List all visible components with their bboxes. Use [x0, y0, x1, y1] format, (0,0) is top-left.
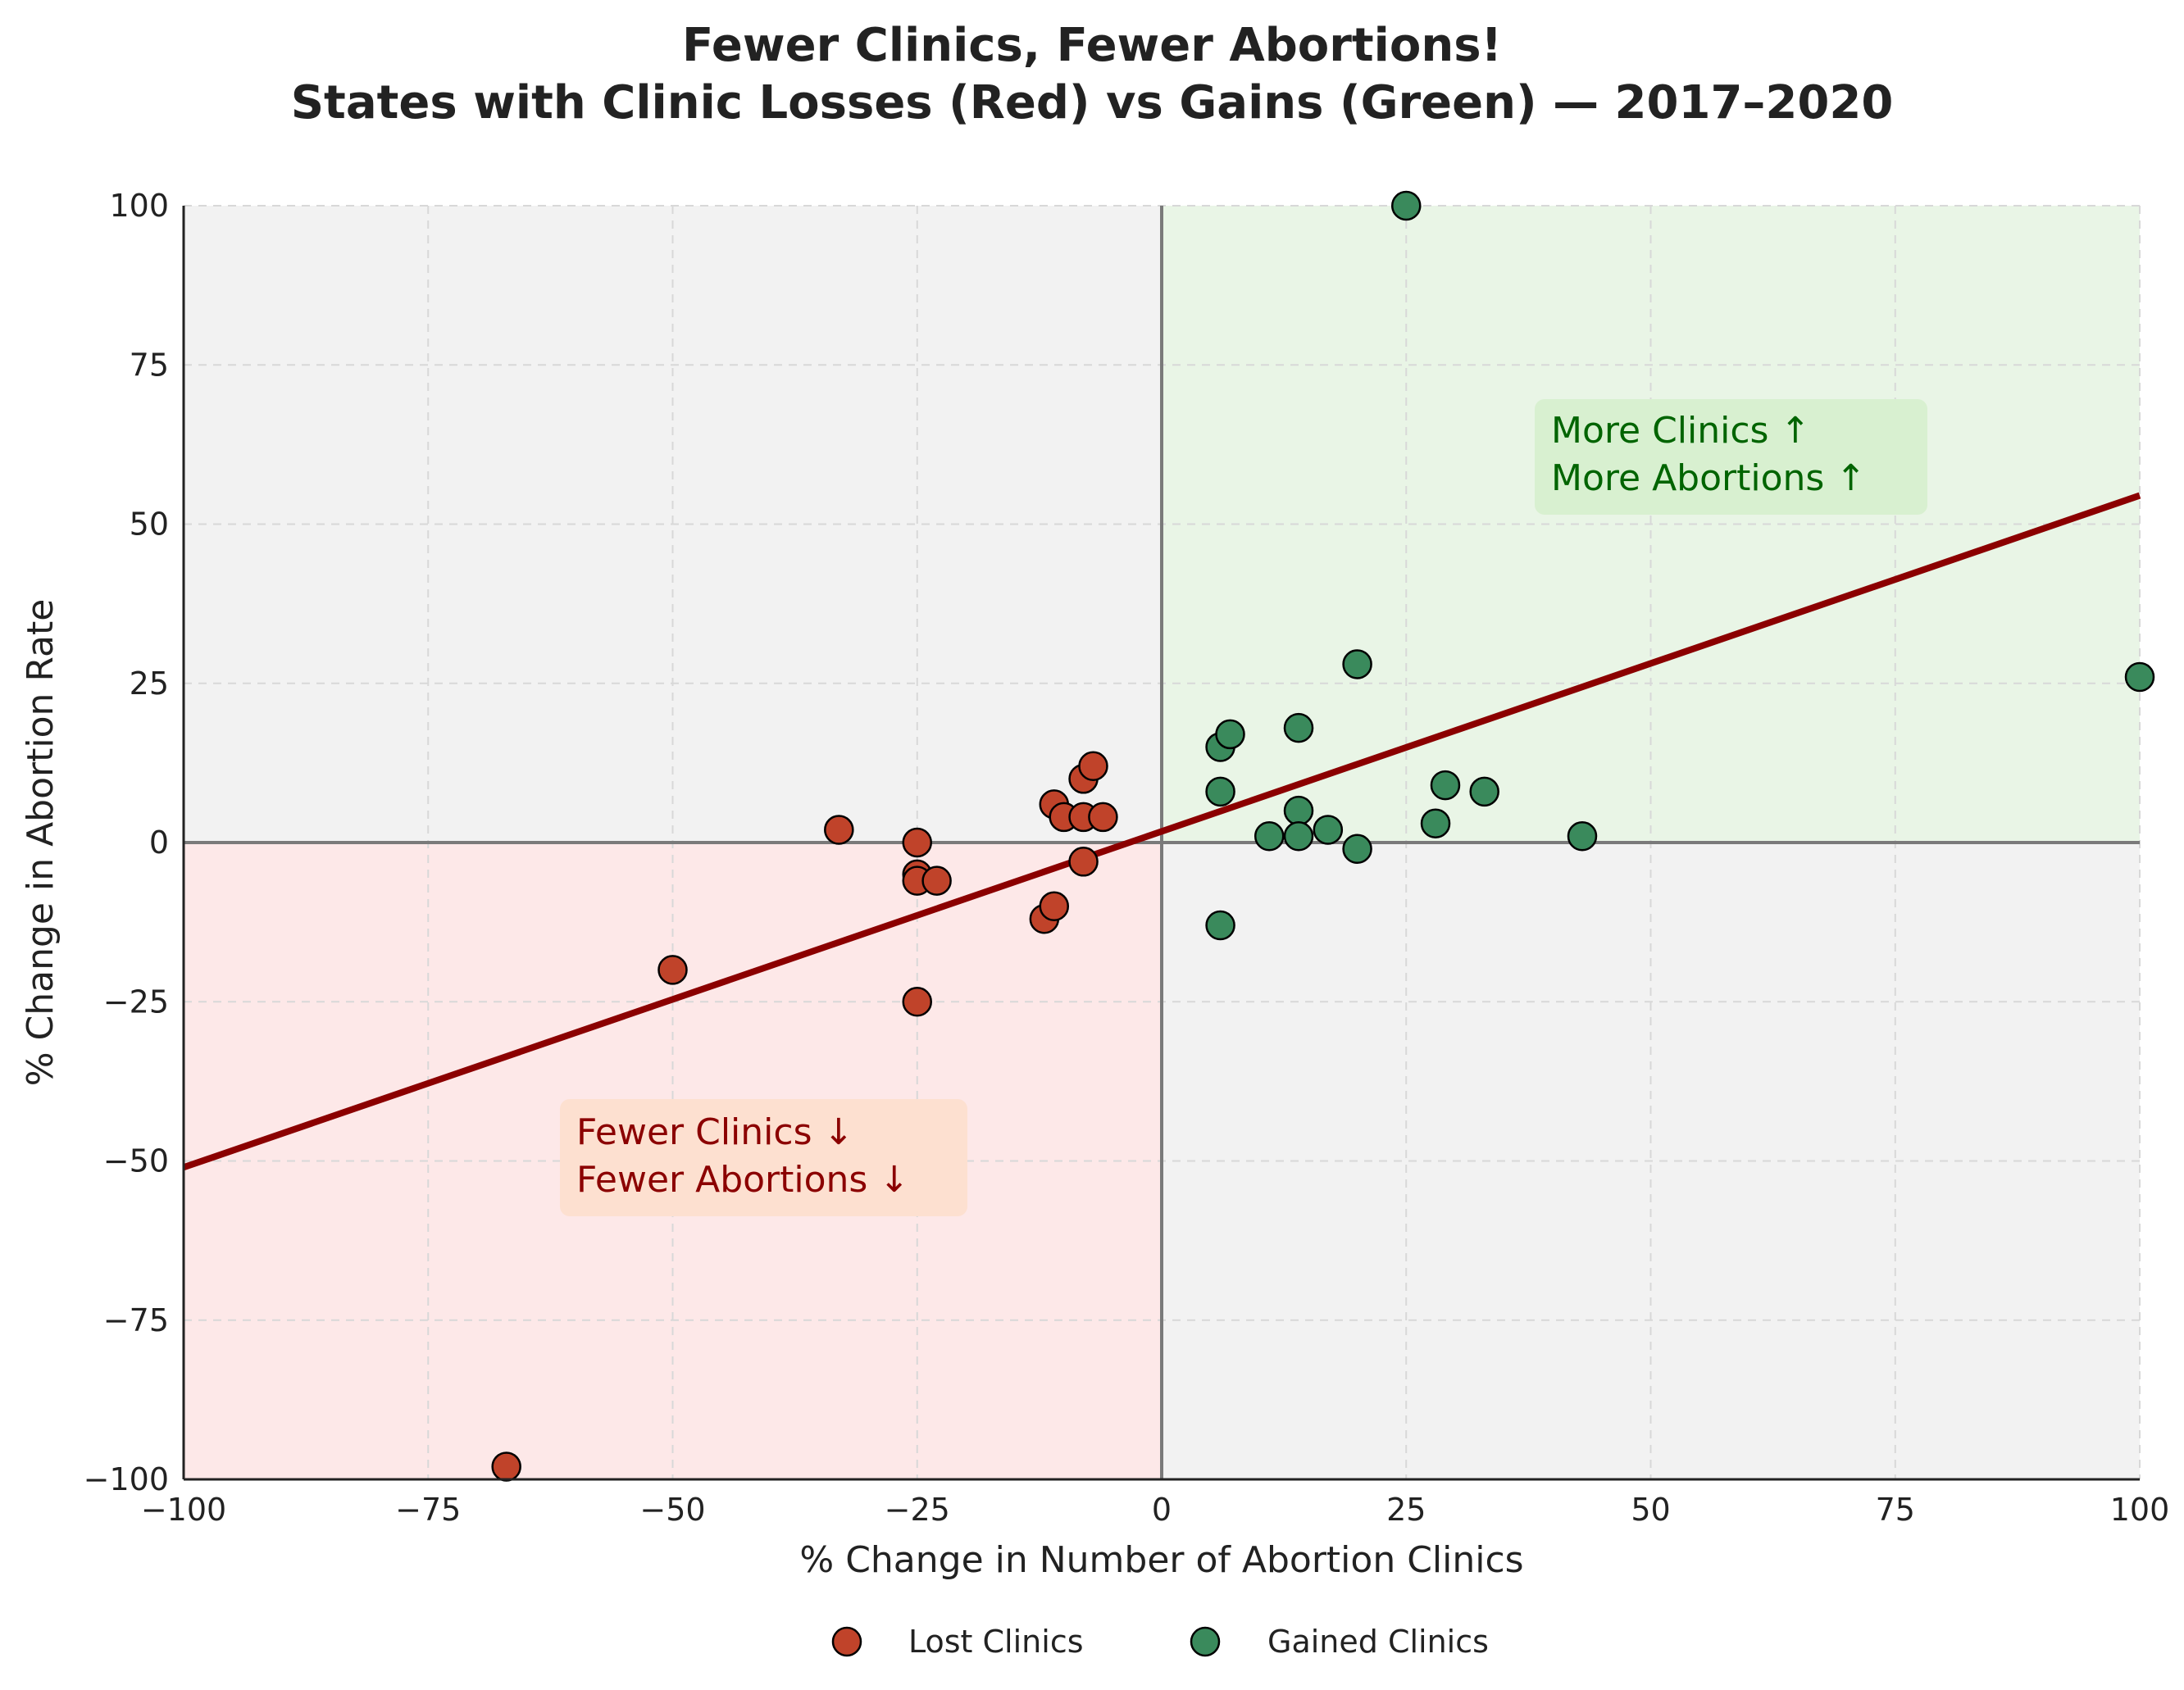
data-point-lost: [902, 827, 932, 858]
y-tick-label: −100: [84, 1461, 169, 1497]
trend-line-group: [182, 492, 2141, 1171]
x-tick-label: −25: [885, 1492, 950, 1528]
data-point-lost: [921, 865, 952, 896]
data-point-lost: [902, 987, 932, 1017]
annotation-gain: More Clinics ↑ More Abortions ↑: [1535, 399, 1927, 515]
data-point-gained: [1430, 770, 1461, 801]
data-point-gained: [1420, 808, 1451, 838]
y-tick-label: 50: [130, 507, 169, 543]
y-tick-label: 75: [130, 347, 169, 383]
y-tick-labels: −100 −75 −50 −25 0 25 50 75 100: [84, 188, 169, 1497]
data-point-gained: [1313, 815, 1344, 845]
data-point-gained: [1215, 719, 1245, 750]
annotations: More Clinics ↑ More Abortions ↑ Fewer Cl…: [560, 399, 1927, 1216]
annotation-gain-line1: More Clinics ↑: [1551, 410, 1810, 452]
y-tick-label: 0: [149, 825, 169, 861]
data-point-gained: [1567, 820, 1598, 852]
data-point-gained: [1205, 910, 1235, 941]
y-tick-label: −25: [103, 984, 169, 1020]
data-point-lost: [1078, 751, 1108, 782]
y-tick-label: 25: [130, 666, 169, 702]
annotation-gain-box: [1535, 399, 1927, 515]
data-point-lost: [1088, 802, 1118, 833]
data-point-gained: [1283, 712, 1314, 743]
y-tick-label: −50: [103, 1143, 169, 1179]
y-axis-label: % Change in Abortion Rate: [20, 599, 61, 1087]
data-point-gained: [1283, 820, 1314, 852]
zero-lines: [184, 206, 2140, 1479]
x-tick-label: 50: [1631, 1492, 1670, 1528]
legend: Lost Clinics Gained Clinics: [831, 1624, 1489, 1660]
chart-title-line2: States with Clinic Losses (Red) vs Gains…: [291, 76, 1894, 129]
legend-label-lost: Lost Clinics: [908, 1624, 1084, 1660]
data-point-gained: [2124, 661, 2155, 693]
data-point-lost: [1039, 891, 1070, 921]
annotation-loss-box: [560, 1099, 967, 1216]
x-tick-label: −50: [639, 1492, 705, 1528]
data-point-lost: [824, 815, 854, 845]
x-tick-label: 75: [1876, 1492, 1915, 1528]
data-points: [491, 190, 2155, 1482]
data-point-gained: [1205, 776, 1235, 807]
annotation-loss-line2: Fewer Abortions ↓: [576, 1159, 909, 1201]
y-tick-label: 100: [109, 188, 169, 224]
legend-label-gained: Gained Clinics: [1267, 1624, 1489, 1660]
data-point-lost: [657, 955, 688, 985]
data-point-gained: [1342, 649, 1372, 679]
x-tick-label: −75: [395, 1492, 461, 1528]
x-axis-label: % Change in Number of Abortion Clinics: [799, 1539, 1523, 1581]
data-point-lost: [1068, 847, 1099, 877]
y-tick-label: −75: [103, 1302, 169, 1338]
data-point-gained: [1342, 834, 1372, 865]
annotation-loss-line1: Fewer Clinics ↓: [576, 1111, 853, 1153]
legend-marker-lost: [831, 1626, 862, 1657]
data-point-gained: [1391, 190, 1422, 221]
trend-line: [182, 492, 2141, 1171]
x-tick-label: 100: [2110, 1492, 2170, 1528]
data-point-gained: [1254, 820, 1285, 852]
annotation-loss: Fewer Clinics ↓ Fewer Abortions ↓: [560, 1099, 967, 1216]
x-tick-label: 0: [1152, 1492, 1172, 1528]
data-point-gained: [1469, 776, 1499, 807]
chart-title-line1: Fewer Clinics, Fewer Abortions!: [682, 19, 1502, 72]
annotation-gain-line2: More Abortions ↑: [1551, 457, 1866, 499]
data-point-gained: [1283, 795, 1314, 826]
x-tick-labels: −100 −75 −50 −25 0 25 50 75 100: [141, 1492, 2169, 1528]
data-point-lost: [491, 1451, 521, 1482]
axes: [182, 206, 2140, 1481]
legend-marker-gained: [1190, 1626, 1221, 1657]
x-tick-label: −100: [141, 1492, 226, 1528]
x-tick-label: 25: [1386, 1492, 1426, 1528]
